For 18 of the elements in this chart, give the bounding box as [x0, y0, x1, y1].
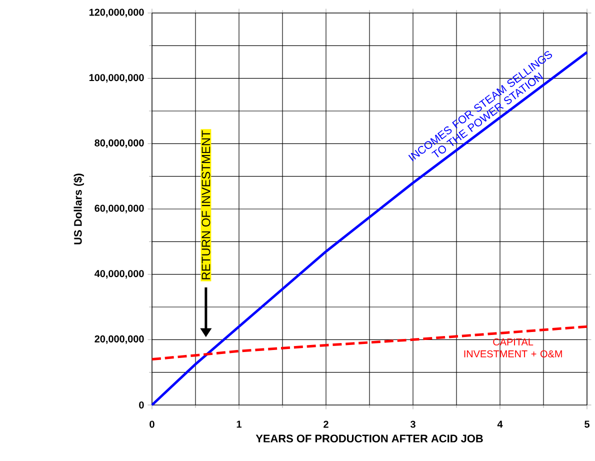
y-tick-label: 40,000,000	[94, 270, 144, 279]
y-tick-label: 0	[139, 401, 144, 409]
y-tick-label: 60,000,000	[94, 204, 144, 214]
x-tick-label: 2	[324, 420, 328, 428]
x-tick-label: 0	[150, 420, 154, 428]
y-axis-title: US Dollars ($)	[74, 174, 84, 244]
x-tick-label: 1	[236, 420, 242, 428]
annotation: RETURN OF INVESTMENT	[202, 130, 210, 280]
x-tick-label: 5	[584, 420, 590, 428]
x-axis-title: YEARS OF PRODUCTION AFTER ACID JOB	[256, 434, 483, 442]
y-tick-label: 100,000,000	[89, 74, 144, 83]
y-tick-label: 120,000,000	[89, 8, 144, 18]
line-series	[150, 50, 588, 406]
y-tick-label: 80,000,000	[94, 139, 144, 148]
line-series	[150, 325, 588, 361]
x-tick-label: 4	[497, 420, 503, 428]
x-tick-label: 3	[410, 420, 416, 428]
y-tick-label: 20,000,000	[94, 335, 144, 344]
